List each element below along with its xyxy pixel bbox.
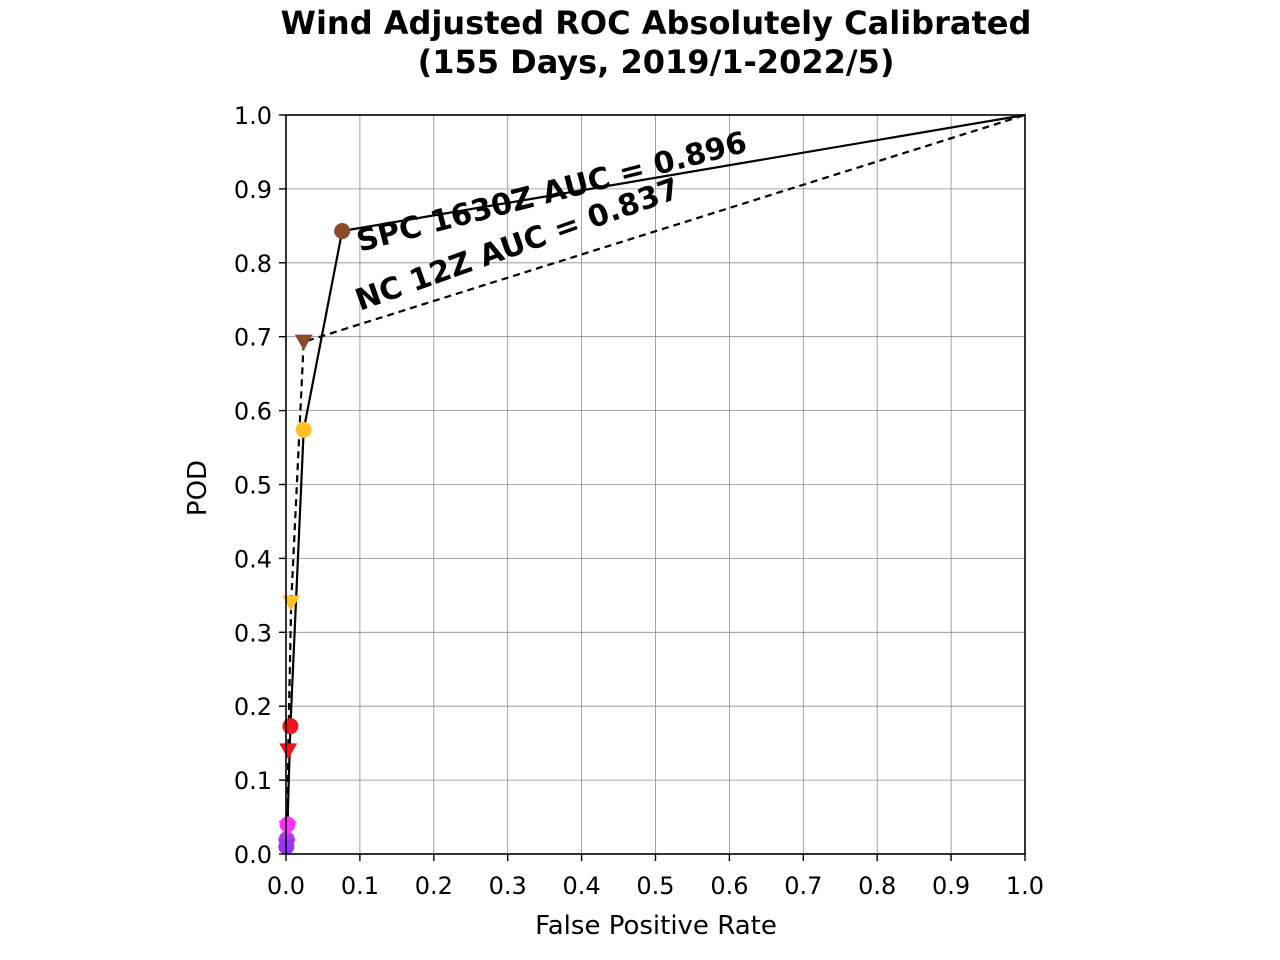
x-tick-label: 0.6 bbox=[710, 872, 748, 900]
axis-ticks: 0.0 0.1 0.2 0.3 0.4 0.5 0.6 0.7 0.8 0.9 1.0 0.0 0.1 0… bbox=[234, 102, 1044, 900]
y-tick-label: 0.3 bbox=[234, 619, 272, 647]
triangle-marker bbox=[279, 743, 298, 760]
y-tick-label: 0.6 bbox=[234, 398, 272, 426]
x-tick-label: 0.8 bbox=[858, 872, 896, 900]
y-tick-label: 0.1 bbox=[234, 767, 272, 795]
y-tick-label: 0.9 bbox=[234, 176, 272, 204]
chart-title-line-1: Wind Adjusted ROC Absolutely Calibrated bbox=[281, 4, 1032, 42]
circle-marker bbox=[334, 223, 351, 240]
x-tick-label: 1.0 bbox=[1006, 872, 1044, 900]
x-tick-label: 0.1 bbox=[341, 872, 379, 900]
triangle-marker bbox=[282, 595, 301, 612]
y-tick-label: 0.7 bbox=[234, 324, 272, 352]
circle-marker bbox=[282, 718, 299, 735]
x-tick-label: 0.3 bbox=[489, 872, 527, 900]
y-tick-label: 0.8 bbox=[234, 250, 272, 278]
y-tick-label: 0.5 bbox=[234, 472, 272, 500]
y-tick-label: 1.0 bbox=[234, 102, 272, 130]
chart-title-line-2: (155 Days, 2019/1-2022/5) bbox=[418, 43, 895, 81]
x-tick-label: 0.5 bbox=[636, 872, 674, 900]
x-tick-label: 0.0 bbox=[267, 872, 305, 900]
x-axis-label: False Positive Rate bbox=[535, 911, 777, 941]
x-tick-label: 0.2 bbox=[415, 872, 453, 900]
y-axis-label: POD bbox=[183, 460, 213, 516]
triangle-marker bbox=[278, 820, 297, 837]
x-tick-label: 0.4 bbox=[563, 872, 601, 900]
y-tick-label: 0.2 bbox=[234, 693, 272, 721]
x-tick-label: 0.7 bbox=[784, 872, 822, 900]
triangle-marker bbox=[294, 334, 313, 351]
circle-marker bbox=[295, 421, 312, 438]
y-tick-label: 0.4 bbox=[234, 545, 272, 573]
y-tick-label: 0.0 bbox=[234, 841, 272, 869]
x-tick-label: 0.9 bbox=[932, 872, 970, 900]
